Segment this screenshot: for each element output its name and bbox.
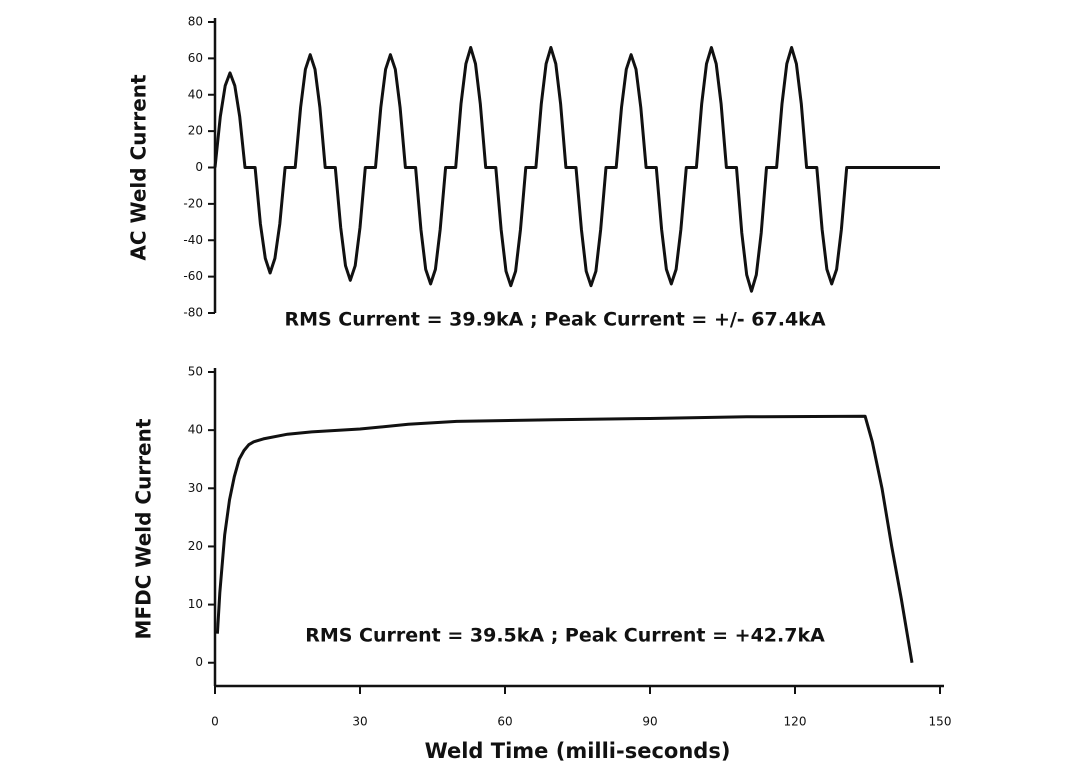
y-tick-label: 50 <box>188 365 203 379</box>
y-tick-label: 80 <box>188 15 203 29</box>
y-tick-label: 40 <box>188 423 203 437</box>
y-axis-label: AC Weld Current <box>127 74 151 261</box>
y-tick-label: 40 <box>188 87 203 101</box>
x-tick-label: 90 <box>642 715 657 729</box>
y-tick-label: -20 <box>183 196 203 210</box>
y-tick-label: -60 <box>183 269 203 283</box>
x-tick-label: 150 <box>929 715 952 729</box>
y-tick-label: 20 <box>188 539 203 553</box>
y-tick-label: 0 <box>195 160 203 174</box>
x-tick-label: 30 <box>352 715 367 729</box>
y-tick-label: 10 <box>188 597 203 611</box>
annotation: RMS Current = 39.9kA ; Peak Current = +/… <box>284 309 825 331</box>
y-tick-label: 0 <box>195 655 203 669</box>
x-axis-label: Weld Time (milli-seconds) <box>425 739 731 763</box>
x-tick-label: 120 <box>784 715 807 729</box>
data-line <box>215 414 914 663</box>
y-tick-label: -80 <box>183 306 203 320</box>
x-tick-label: 60 <box>497 715 512 729</box>
annotation: RMS Current = 39.5kA ; Peak Current = +4… <box>305 625 825 647</box>
y-axis-label: MFDC Weld Current <box>132 418 156 639</box>
y-tick-label: 60 <box>188 51 203 65</box>
y-tick-label: 20 <box>188 124 203 138</box>
y-tick-label: 30 <box>188 481 203 495</box>
x-tick-label: 0 <box>211 715 219 729</box>
y-tick-label: -40 <box>183 233 203 247</box>
data-line <box>213 46 940 293</box>
